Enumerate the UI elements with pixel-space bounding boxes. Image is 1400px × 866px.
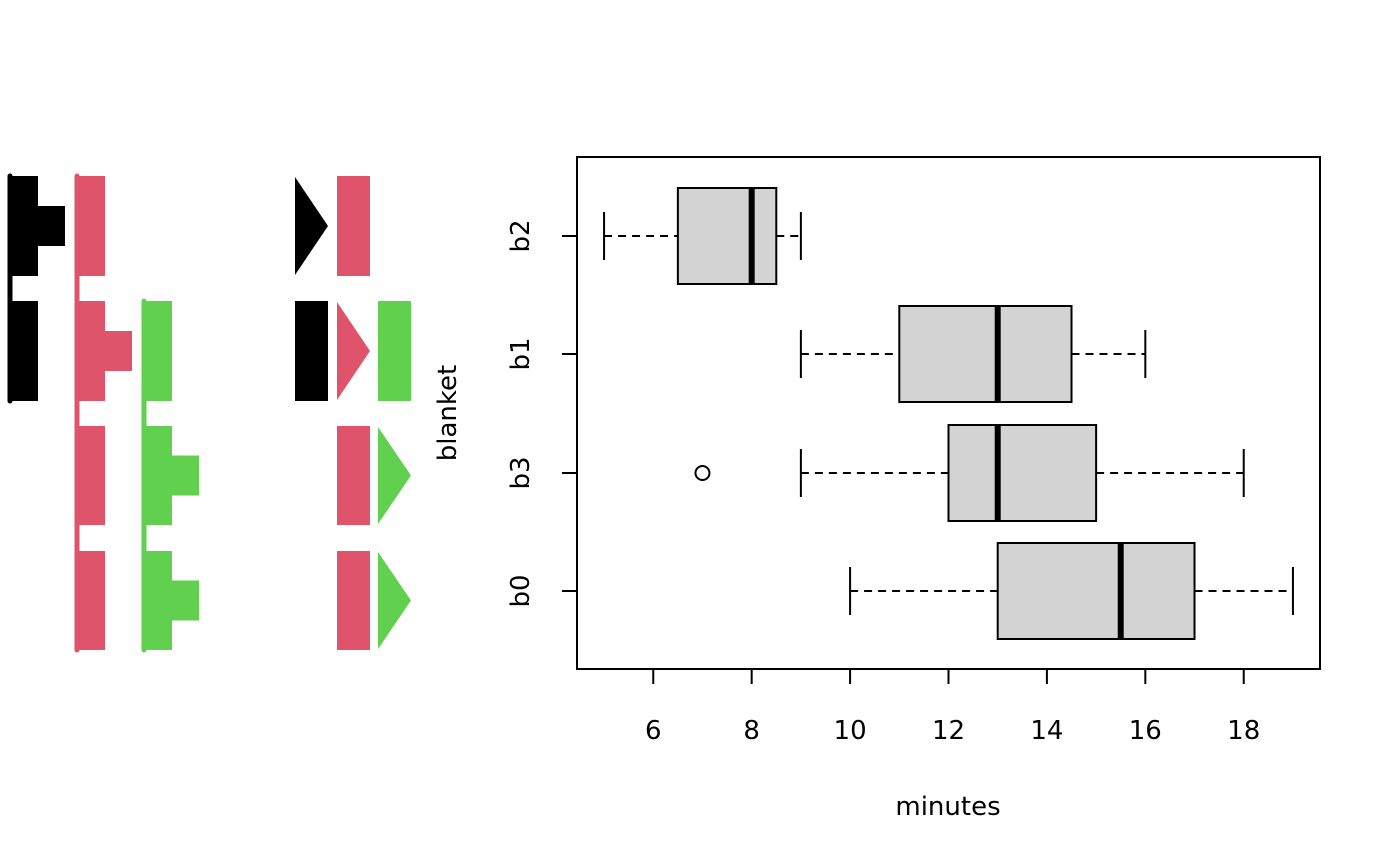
box-iqr	[898, 305, 1073, 403]
box-b3	[694, 424, 1245, 522]
y-tick-label-b2: b2	[506, 219, 536, 252]
histogram-group-1	[7, 173, 65, 404]
y-tick-label-b0: b0	[506, 574, 536, 607]
boxes	[603, 187, 1294, 640]
y-axis: b2 b1 b3 b0	[506, 219, 577, 608]
histogram-peak	[144, 580, 199, 621]
histogram-band	[77, 176, 105, 276]
x-tick-label: 14	[1030, 716, 1063, 746]
histogram-group-3	[141, 298, 199, 653]
outlier-point	[694, 465, 711, 481]
x-tick-label: 16	[1129, 716, 1162, 746]
x-tick-label: 18	[1227, 716, 1260, 746]
histogram-group-2	[74, 173, 132, 653]
marker-triangle	[295, 177, 328, 275]
x-tick-label: 8	[743, 716, 760, 746]
histogram-peak	[10, 206, 65, 246]
y-tick-label-b3: b3	[506, 456, 536, 489]
histogram-band	[10, 301, 38, 401]
histogram-band	[144, 301, 172, 401]
box-iqr	[676, 187, 778, 285]
y-tick-label-b1: b1	[506, 337, 536, 370]
box-b1	[799, 305, 1147, 403]
x-tick-label: 12	[932, 716, 965, 746]
histogram-band	[77, 551, 105, 650]
x-tick-label: 10	[834, 716, 867, 746]
marker-rect	[337, 176, 370, 276]
box-b0	[849, 542, 1294, 640]
marker-triangle	[378, 427, 411, 524]
boxplot-panel: 6 8 10 12 14 16 18 b2 b1 b3 b0 minutes blanket	[433, 156, 1321, 822]
x-axis-label: minutes	[895, 792, 1000, 822]
histogram-peak	[144, 455, 199, 496]
box-iqr	[947, 424, 1098, 522]
histogram-band	[77, 426, 105, 525]
x-axis: 6 8 10 12 14 16 18	[645, 669, 1260, 746]
histogram-peak	[77, 331, 132, 371]
marker-rect	[378, 301, 411, 401]
marker-triangle	[337, 302, 370, 400]
x-tick-label: 6	[645, 716, 662, 746]
marker-rect	[337, 551, 370, 650]
marker-triangle	[378, 552, 411, 649]
marker-rect	[337, 426, 370, 525]
y-axis-label: blanket	[433, 365, 463, 461]
box-iqr	[996, 542, 1196, 640]
marker-rect	[295, 301, 328, 401]
box-b2	[603, 187, 802, 285]
membership-panel	[7, 173, 411, 653]
